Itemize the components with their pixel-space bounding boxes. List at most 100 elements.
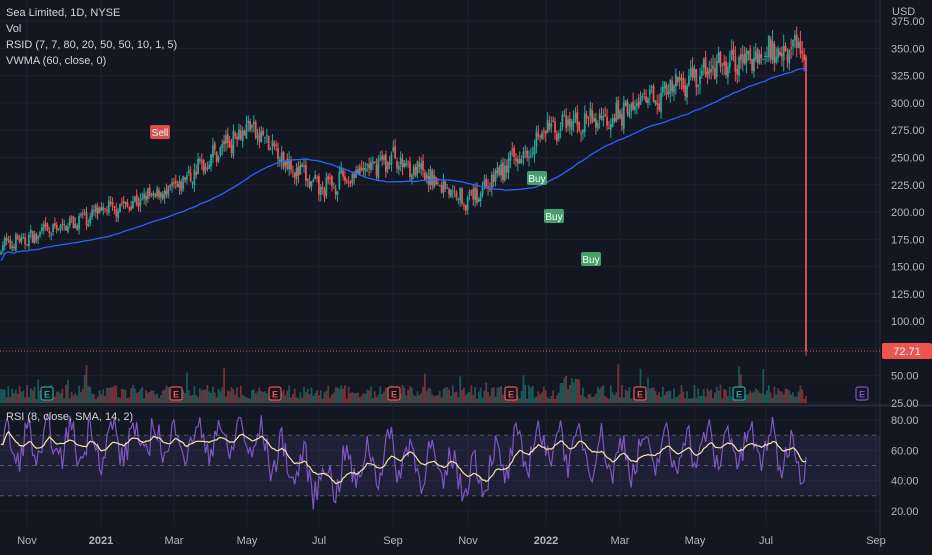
candle-body xyxy=(87,224,90,227)
volume-bar xyxy=(42,398,45,403)
volume-bar xyxy=(241,395,244,403)
volume-bar xyxy=(786,388,789,403)
earnings-box[interactable] xyxy=(387,386,401,401)
volume-bar xyxy=(591,397,594,403)
earnings-icon: E xyxy=(736,390,742,400)
earnings-marker[interactable]: E xyxy=(40,386,54,401)
candle-body xyxy=(568,118,571,127)
candle-body xyxy=(225,135,227,144)
volume-bar xyxy=(446,387,449,403)
volume-bar xyxy=(422,386,424,403)
earnings-marker[interactable]: E xyxy=(268,386,282,401)
volume-bar xyxy=(187,390,190,403)
candle-body xyxy=(340,168,343,174)
volume-bar xyxy=(541,392,543,403)
candle-body xyxy=(128,207,131,209)
volume-bar xyxy=(33,386,36,403)
volume-bar xyxy=(299,391,302,403)
volume-bar xyxy=(474,387,476,403)
volume-bar xyxy=(684,398,687,403)
candle-body xyxy=(293,172,296,178)
volume-bar xyxy=(345,398,348,403)
volume-bar xyxy=(122,389,125,403)
earnings-box[interactable] xyxy=(633,386,647,401)
earnings-box[interactable] xyxy=(169,386,183,401)
earnings-box[interactable] xyxy=(268,386,282,401)
volume-bar xyxy=(470,385,473,403)
volume-bar xyxy=(145,390,147,403)
volume-bar xyxy=(673,388,675,403)
currency-label: USD xyxy=(892,6,915,18)
volume-bar xyxy=(191,394,194,403)
candle-body xyxy=(513,147,516,158)
volume-bar xyxy=(381,393,384,403)
earnings-box[interactable] xyxy=(855,386,869,401)
rsi-legend[interactable]: RSI (8, close, SMA, 14, 2) xyxy=(6,411,134,423)
candle-body xyxy=(650,86,653,88)
candle-body xyxy=(542,131,545,133)
candle-body xyxy=(336,191,339,195)
candle-body xyxy=(574,113,577,119)
candle-body xyxy=(753,57,755,72)
volume-bar xyxy=(450,395,452,403)
earnings-marker[interactable]: E xyxy=(169,386,183,401)
candle-body xyxy=(468,191,471,196)
candle-body xyxy=(238,129,240,140)
volume-bar xyxy=(788,390,791,403)
volume-bar xyxy=(697,388,700,403)
earnings-marker[interactable]: E xyxy=(633,386,647,401)
candle-body xyxy=(360,167,363,171)
earnings-marker[interactable]: E xyxy=(387,386,401,401)
volume-bar xyxy=(409,386,411,403)
candle-body xyxy=(496,167,499,173)
candle-body xyxy=(697,85,700,87)
volume-bar xyxy=(11,388,14,403)
volume-bar xyxy=(284,395,287,403)
volume-bar xyxy=(39,391,41,403)
volume-bar xyxy=(377,394,380,403)
earnings-box[interactable] xyxy=(732,386,746,401)
candle-body xyxy=(301,164,304,167)
candle-body xyxy=(243,131,246,136)
candle-body xyxy=(743,53,746,64)
earnings-box[interactable] xyxy=(504,386,518,401)
earnings-marker[interactable]: E xyxy=(855,386,869,401)
volume-bar xyxy=(561,382,564,403)
volume-bar xyxy=(751,392,753,403)
candle-body xyxy=(327,176,330,180)
volume-bar xyxy=(236,387,239,403)
candle-body xyxy=(397,165,400,170)
volume-bar xyxy=(100,394,103,403)
volume-bar xyxy=(1,389,4,403)
candle-body xyxy=(762,58,765,60)
volume-bar xyxy=(217,388,220,403)
volume-bar xyxy=(758,392,761,403)
volume-bar xyxy=(310,387,313,403)
volume-bar xyxy=(204,389,207,403)
candle-body xyxy=(325,177,328,196)
earnings-marker[interactable]: E xyxy=(504,386,518,401)
candle-body xyxy=(591,110,594,123)
volume-bar xyxy=(29,388,32,403)
candle-body xyxy=(661,86,664,93)
volume-bar xyxy=(117,397,120,403)
volume-bar xyxy=(401,385,404,403)
y-tick-label: 200.00 xyxy=(891,207,925,219)
volume-bar xyxy=(70,391,73,403)
candle-body xyxy=(648,89,651,96)
candle-body xyxy=(643,93,646,95)
candle-body xyxy=(518,158,521,164)
candle-body xyxy=(208,164,211,170)
earnings-box[interactable] xyxy=(40,386,54,401)
volume-bar xyxy=(295,397,298,403)
volume-bar xyxy=(351,392,354,403)
volume-bar xyxy=(256,391,259,403)
earnings-marker[interactable]: E xyxy=(732,386,746,401)
volume-bar xyxy=(442,388,445,403)
candle-body xyxy=(401,159,404,168)
candle-body xyxy=(714,68,716,80)
volume-bar xyxy=(500,385,503,403)
volume-bar xyxy=(26,385,28,403)
volume-bar xyxy=(754,388,757,403)
